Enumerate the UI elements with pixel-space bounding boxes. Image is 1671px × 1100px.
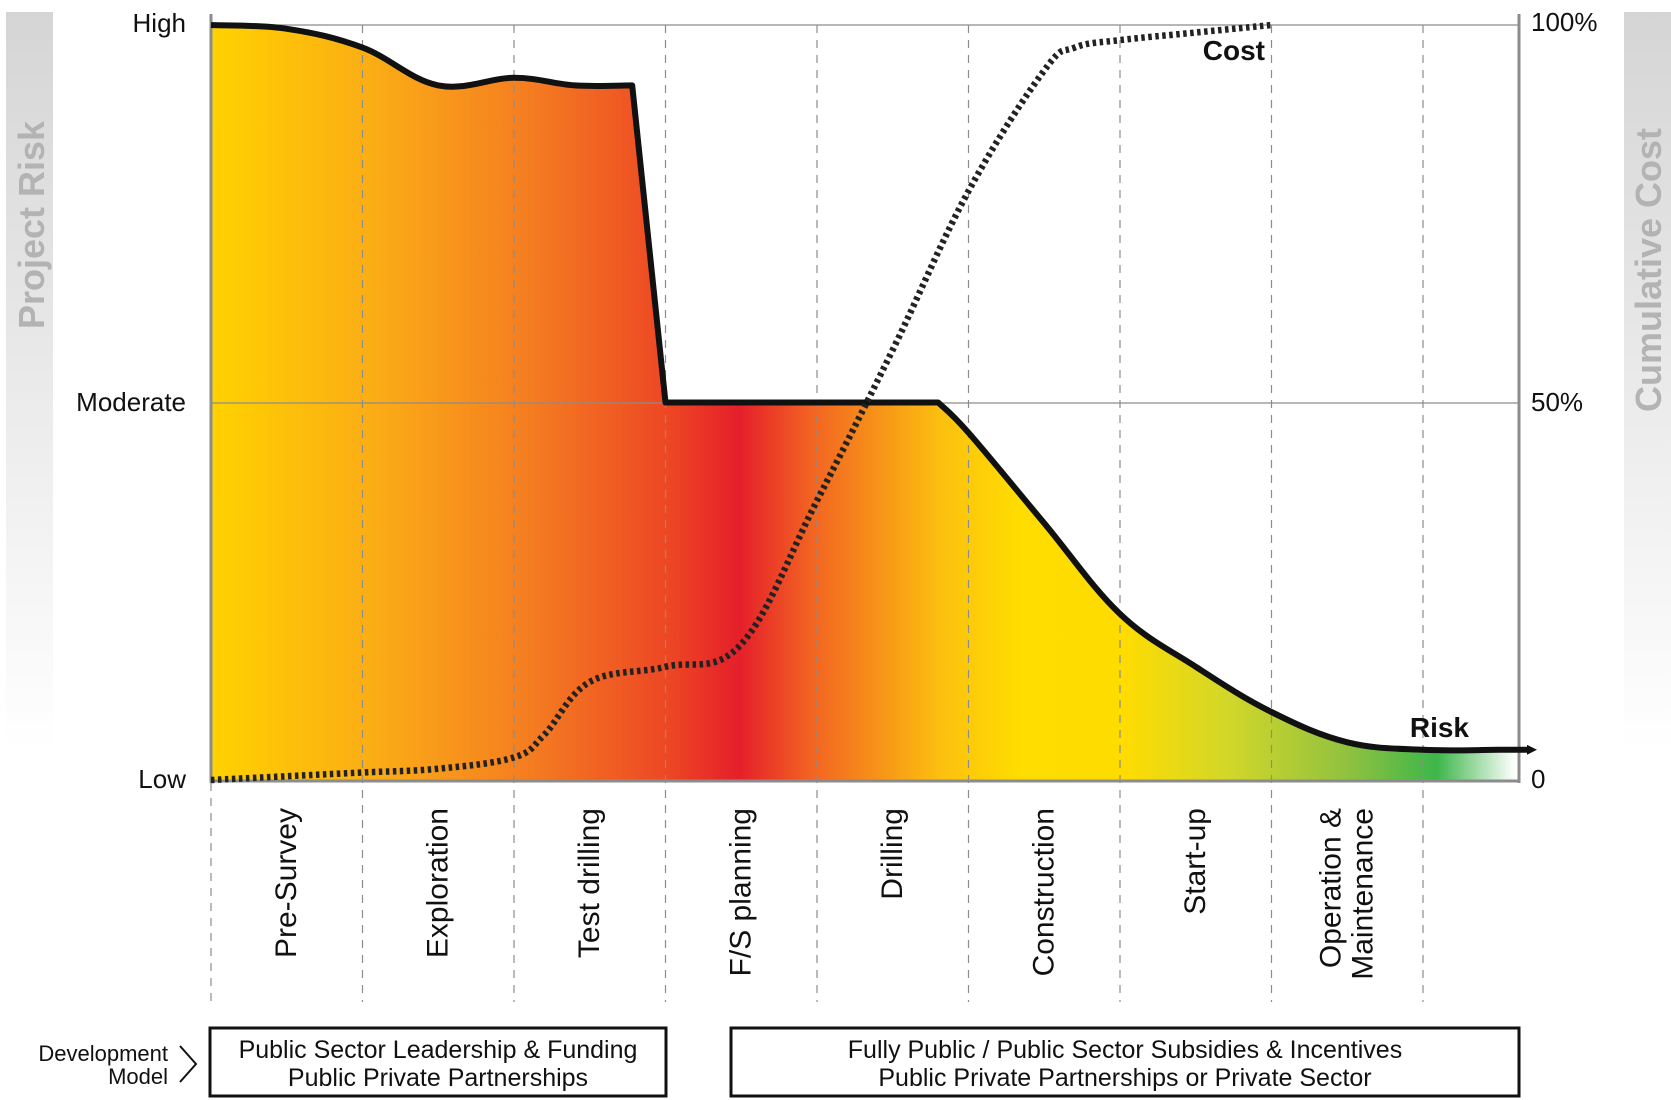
stage-label: Construction [1027, 808, 1060, 976]
right-tick-100: 100% [1531, 7, 1598, 37]
risk-series-label: Risk [1410, 712, 1470, 743]
cost-series-label: Cost [1203, 35, 1265, 66]
stage-grid-lines [210, 25, 1424, 1002]
stage-label: F/S planning [724, 808, 757, 976]
right-tick-0: 0 [1531, 764, 1545, 794]
left-tick-low: Low [138, 764, 186, 794]
right-tick-50: 50% [1531, 387, 1583, 417]
left-tick-moderate: Moderate [76, 387, 186, 417]
model-box-2-line-1: Fully Public / Public Sector Subsidies &… [848, 1036, 1402, 1064]
risk-line [210, 22, 1537, 755]
development-model: Development Model Public Sector Leadersh… [38, 1026, 1521, 1098]
model-box-1-line-1: Public Sector Leadership & Funding [239, 1036, 638, 1064]
chevron-right-icon [179, 1045, 198, 1083]
stage-label: Test drilling [573, 808, 606, 958]
stage-label: Operation & [1314, 808, 1347, 968]
right-axis-title: Cumulative Cost [1628, 128, 1669, 412]
stage-label: Start-up [1179, 808, 1212, 915]
stage-label: Exploration [421, 808, 454, 958]
model-box-1-line-2: Public Private Partnerships [288, 1064, 588, 1092]
model-box-public-leadership [208, 1026, 668, 1098]
development-model-label-line-2: Model [108, 1064, 168, 1089]
stage-label: Maintenance [1346, 808, 1379, 980]
stage-label: Pre-Survey [270, 808, 303, 958]
left-axis-band [6, 12, 53, 752]
stage-label: Drilling [876, 808, 909, 900]
model-box-fully-public [729, 1026, 1521, 1098]
development-model-label-line-1: Development [38, 1041, 168, 1066]
stage-labels: Pre-Survey Exploration Test drilling F/S pl… [270, 808, 1380, 980]
left-tick-high: High [133, 8, 186, 38]
model-box-2-line-2: Public Private Partnerships or Private S… [878, 1064, 1371, 1092]
left-axis-title: Project Risk [11, 120, 52, 329]
cost-line [210, 21, 1272, 784]
right-axis-band [1624, 12, 1671, 752]
